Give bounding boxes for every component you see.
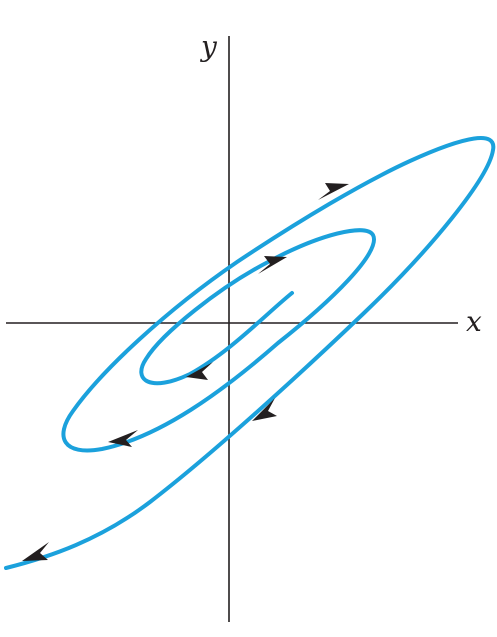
trajectory-arrow-3 (108, 430, 138, 447)
trajectory-arrow-1 (186, 362, 213, 380)
trajectory-arrow-5 (252, 398, 277, 421)
x-axis-label: x (466, 305, 482, 338)
y-axis-label: y (199, 30, 218, 63)
trajectory-arrow-2 (258, 256, 287, 274)
trajectory-arrow-4 (318, 183, 349, 200)
spiral-trajectory (4, 136, 496, 570)
trajectory-arrow-6 (22, 542, 49, 561)
